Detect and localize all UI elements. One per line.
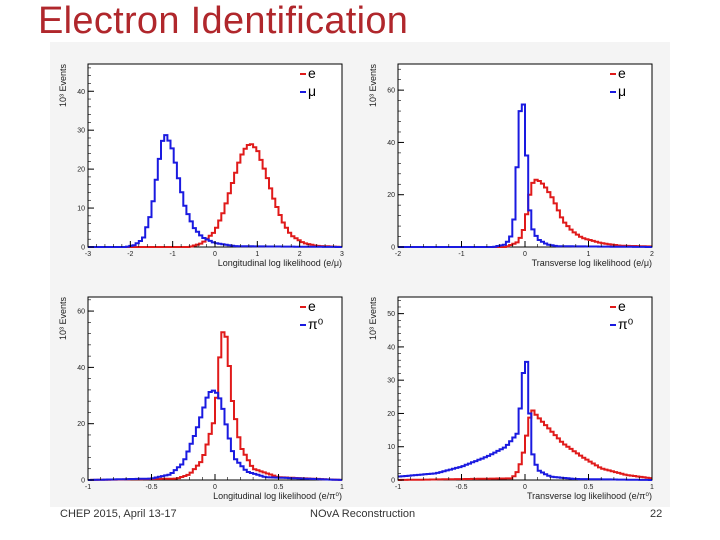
x-tick-label: -1 (170, 251, 176, 258)
y-tick-label: 0 (391, 245, 395, 252)
plot-frame (87, 296, 343, 481)
x-tick-label: -2 (395, 251, 401, 258)
footer-conference: CHEP 2015, April 13-17 (60, 508, 177, 520)
legend-label: μ (618, 83, 626, 99)
y-tick-label: 30 (77, 128, 85, 135)
y-tick-label: 20 (387, 411, 395, 418)
x-axis-label: Transverse log likelihood (e/π⁰) (527, 491, 652, 501)
x-tick-label: 0 (213, 484, 217, 491)
legend-label: μ (308, 83, 316, 99)
x-axis-label: Longitudinal log likelihood (e/π⁰) (213, 491, 342, 501)
y-tick-label: 40 (387, 344, 395, 351)
y-axis-label: 10³ Events (368, 297, 378, 341)
chart-longitudinal-e-pi0: -1 -0.5 0 0.5 1 0 20 40 60 Longitudinal log likel… (58, 296, 344, 501)
series-line-background (398, 103, 652, 248)
x-axis-label: Longitudinal log likelihood (e/μ) (218, 258, 342, 268)
y-tick-label: 0 (391, 478, 395, 485)
legend-label: π⁰ (618, 316, 634, 332)
y-tick-label: 20 (77, 167, 85, 174)
x-tick-label: -2 (127, 251, 133, 258)
y-tick-label: 40 (77, 365, 85, 372)
x-tick-label: 1 (340, 484, 344, 491)
x-tick-label: 0 (213, 251, 217, 258)
x-tick-label: 0.5 (274, 484, 284, 491)
y-tick-label: 0 (81, 478, 85, 485)
y-tick-label: 10 (387, 444, 395, 451)
slide-title: Electron Identification (38, 0, 409, 42)
series-line-background (88, 389, 342, 481)
x-tick-label: 0 (523, 251, 527, 258)
footer-topic: NOvA Reconstruction (310, 508, 416, 520)
figure-panel: -3 -2 -1 0 1 2 3 0 10 20 30 40 Longitudinal log like… (50, 42, 670, 507)
x-tick-label: -1 (458, 251, 464, 258)
x-tick-label: -3 (85, 251, 91, 258)
y-tick-label: 40 (387, 140, 395, 147)
x-tick-label: 3 (340, 251, 344, 258)
legend-label: e (308, 65, 316, 81)
y-tick-label: 20 (77, 421, 85, 428)
x-tick-label: -1 (85, 484, 91, 491)
legend-label: e (618, 65, 626, 81)
y-axis-label: 10³ Events (58, 64, 68, 108)
x-tick-label: 0 (523, 484, 527, 491)
series-line-background (398, 360, 652, 481)
y-tick-label: 10 (77, 206, 85, 213)
y-tick-label: 60 (77, 309, 85, 316)
legend-label: e (618, 298, 626, 314)
legend-label: e (308, 298, 316, 314)
x-tick-label: 1 (587, 251, 591, 258)
x-tick-label: 1 (255, 251, 259, 258)
page-number: 22 (650, 508, 663, 520)
plot-frame (87, 63, 343, 248)
x-axis-label: Transverse log likelihood (e/μ) (532, 258, 652, 268)
y-axis-label: 10³ Events (58, 297, 68, 341)
x-tick-label: -0.5 (455, 484, 467, 491)
y-axis-label: 10³ Events (368, 64, 378, 108)
legend-label: π⁰ (308, 316, 324, 332)
x-tick-label: 2 (298, 251, 302, 258)
x-tick-label: 1 (650, 484, 654, 491)
y-tick-label: 40 (77, 89, 85, 96)
x-tick-label: 2 (650, 251, 654, 258)
y-tick-label: 50 (387, 311, 395, 318)
x-tick-label: 0.5 (584, 484, 594, 491)
x-tick-label: -0.5 (145, 484, 157, 491)
series-line-background (88, 134, 342, 248)
y-tick-label: 0 (81, 245, 85, 252)
y-tick-label: 20 (387, 192, 395, 199)
y-tick-label: 60 (387, 88, 395, 95)
x-tick-label: -1 (395, 484, 401, 491)
y-tick-label: 30 (387, 378, 395, 385)
